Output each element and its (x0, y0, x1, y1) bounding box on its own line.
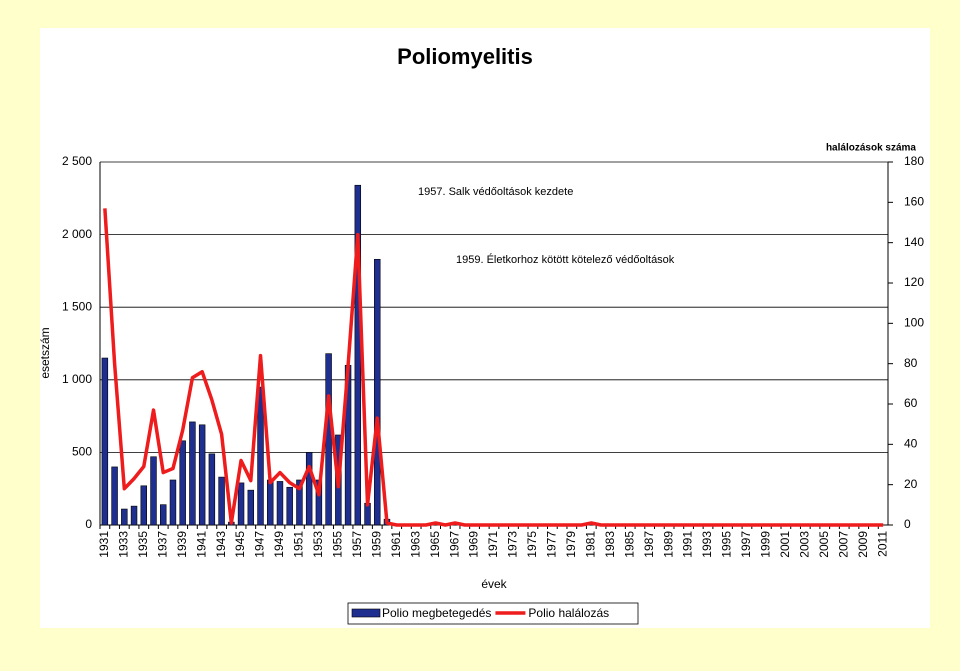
y2-tick-label: 100 (904, 316, 924, 330)
x-tick-label: 1949 (272, 531, 286, 558)
bar (111, 466, 118, 526)
bar (247, 489, 255, 526)
x-tick-label: 1999 (759, 531, 773, 558)
bar (169, 479, 177, 526)
legend-label: Polio megbetegedés (382, 606, 491, 620)
annotation: 1957. Salk védőoltások kezdete (418, 186, 573, 198)
x-tick-label: 1975 (525, 531, 539, 558)
x-tick-label: 2011 (875, 531, 889, 557)
bar (208, 453, 216, 526)
bar (237, 482, 245, 526)
legend-label: Polio halálozás (528, 606, 609, 620)
x-tick-label: 1979 (564, 531, 578, 558)
annotation: 1959. Életkorhoz kötött kötelező védőolt… (456, 253, 675, 266)
x-tick-label: 1991 (681, 531, 695, 558)
x-tick-label: 1955 (331, 531, 345, 558)
x-tick-label: 1957 (350, 531, 364, 558)
x-tick-label: 2009 (856, 531, 870, 558)
bar (374, 258, 381, 526)
y2-tick-label: 40 (904, 437, 918, 451)
x-tick-label: 1997 (739, 531, 753, 558)
bar (286, 486, 293, 526)
x-tick-label: 2005 (817, 531, 831, 558)
x-tick-label: 1983 (603, 531, 617, 558)
x-tick-label: 1973 (506, 531, 520, 558)
x-tick-label: 1969 (467, 531, 481, 558)
x-tick-label: 1971 (486, 531, 500, 558)
bar (267, 479, 274, 526)
bar (130, 505, 138, 526)
x-tick-label: 1939 (175, 531, 189, 558)
bar (218, 476, 225, 526)
y-tick-label: 500 (72, 445, 92, 459)
bar (140, 485, 147, 526)
x-tick-label: 1937 (155, 531, 169, 558)
bar (121, 508, 128, 526)
y2-tick-label: 80 (904, 356, 918, 370)
x-tick-label: 1933 (116, 531, 130, 558)
y2-tick-label: 160 (904, 195, 924, 209)
x-tick-label: 1951 (292, 531, 306, 558)
x-tick-label: 1977 (545, 531, 559, 558)
y2-tick-label: 120 (904, 275, 924, 289)
y-tick-label: 1 000 (62, 372, 92, 386)
x-tick-label: 1931 (97, 531, 111, 558)
y-tick-label: 2 500 (62, 154, 92, 168)
x-tick-label: 1963 (408, 531, 422, 558)
x-tick-label: 1995 (720, 531, 734, 558)
x-tick-label: 1965 (428, 531, 442, 558)
bar (296, 479, 303, 526)
y-tick-label: 0 (85, 517, 92, 531)
panel (40, 28, 930, 628)
bar (305, 452, 313, 526)
bar (276, 481, 284, 526)
y-axis-label: esetszám (38, 327, 52, 378)
x-tick-label: 2007 (836, 531, 850, 558)
bar (189, 421, 196, 526)
y2-tick-label: 20 (904, 477, 918, 491)
bar (325, 353, 332, 526)
y2-axis-label: halálozások száma (826, 143, 916, 154)
bar (150, 456, 157, 526)
x-tick-label: 2001 (778, 531, 792, 558)
x-tick-label: 1985 (622, 531, 636, 558)
chart-title: Poliomyelitis (397, 44, 533, 69)
x-tick-label: 1959 (369, 531, 383, 558)
y2-tick-label: 140 (904, 235, 924, 249)
y-tick-label: 1 500 (62, 299, 92, 313)
y2-tick-label: 180 (904, 154, 924, 168)
x-tick-label: 1941 (194, 531, 208, 558)
bar (198, 424, 206, 526)
x-tick-label: 1993 (700, 531, 714, 558)
line (103, 208, 884, 527)
legend-swatch (351, 608, 381, 618)
x-tick-label: 1981 (583, 531, 597, 558)
y-tick-label: 2 000 (62, 227, 92, 241)
x-tick-label: 1953 (311, 531, 325, 558)
x-tick-label: 2003 (797, 531, 811, 558)
y2-tick-label: 0 (904, 517, 911, 531)
x-tick-label: 1987 (642, 531, 656, 558)
bar (160, 504, 167, 526)
x-tick-label: 1961 (389, 531, 403, 558)
bar (257, 386, 264, 526)
y2-tick-label: 60 (904, 396, 918, 410)
x-tick-label: 1945 (233, 531, 247, 558)
x-axis-label: évek (481, 577, 507, 591)
legend-box (347, 602, 639, 625)
x-tick-label: 1947 (253, 531, 267, 558)
bar (179, 440, 186, 526)
x-tick-label: 1935 (136, 531, 150, 558)
x-tick-label: 1967 (447, 531, 461, 558)
bar (101, 357, 109, 526)
x-tick-label: 1989 (661, 531, 675, 558)
x-tick-label: 1943 (214, 531, 228, 558)
